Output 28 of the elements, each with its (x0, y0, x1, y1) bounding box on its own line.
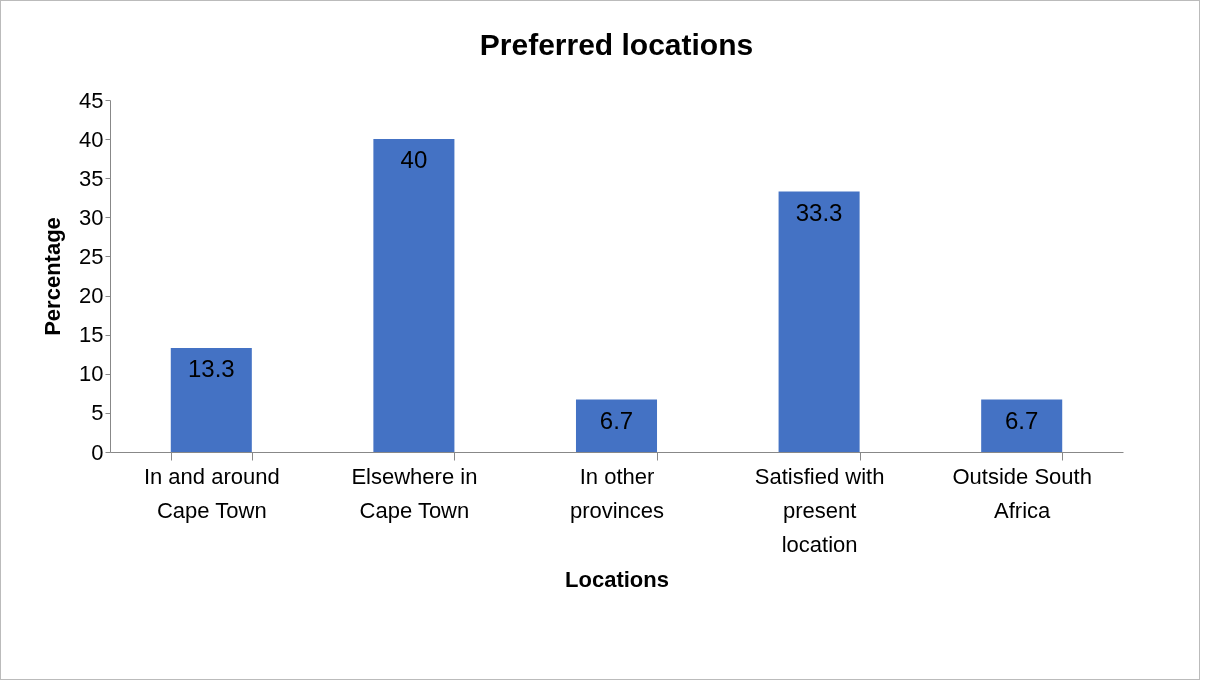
bar (373, 139, 455, 452)
y-tick-label: 30 (79, 204, 104, 230)
y-axis-title: Percentage (40, 217, 66, 336)
x-tick-label: In other provinces (569, 463, 665, 523)
bar (778, 191, 860, 452)
x-tick-label: Elsewhere in Cape Town (351, 463, 478, 523)
data-label: 6.7 (599, 406, 634, 434)
data-label: 33.3 (795, 198, 843, 226)
y-tick-label: 45 (79, 87, 104, 113)
bar (575, 399, 658, 452)
x-tick-label: Satisfied with present location (754, 463, 885, 557)
bar (981, 399, 1063, 452)
y-tick-label: 0 (91, 439, 104, 465)
chart-title: Preferred locations (479, 28, 754, 61)
data-label: 13.3 (187, 354, 235, 382)
y-tick-label: 20 (79, 283, 104, 309)
y-tick-label: 25 (79, 243, 104, 269)
y-tick-label: 35 (79, 165, 104, 191)
x-tick-label: In and around Cape Town (143, 463, 280, 523)
y-tick-label: 15 (79, 322, 104, 348)
y-tick-label: 10 (79, 361, 104, 387)
x-axis-title: Locations (565, 566, 669, 592)
data-label: 6.7 (1005, 406, 1039, 434)
data-label: 40 (400, 146, 428, 174)
bar (170, 347, 252, 452)
x-tick-label: Outside South Africa (952, 463, 1092, 523)
y-tick-label: 5 (91, 400, 104, 426)
y-tick-label: 40 (79, 126, 104, 152)
